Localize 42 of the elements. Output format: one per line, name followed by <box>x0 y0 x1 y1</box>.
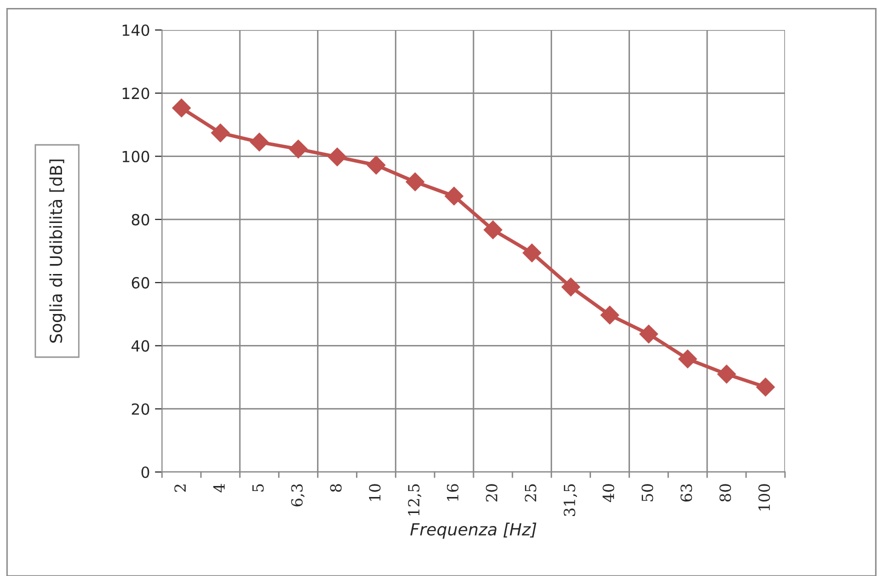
x-tick-label: 16 <box>446 484 458 501</box>
point <box>288 140 308 158</box>
point <box>211 124 230 142</box>
x-tick-label: 20 <box>486 484 498 502</box>
point <box>561 278 580 296</box>
x-tick-label: 63 <box>680 484 692 502</box>
y-tick-label: 100 <box>122 150 150 162</box>
x-tick-label: 4 <box>213 484 225 492</box>
point <box>172 98 191 118</box>
point <box>444 186 464 206</box>
y-tick-label: 20 <box>132 403 150 415</box>
x-tick-label: 40 <box>602 484 614 502</box>
x-tick-label: 6,3 <box>291 484 305 506</box>
y-tick-label: 40 <box>132 340 150 352</box>
x-tick-label: 80 <box>719 484 732 502</box>
point <box>600 306 620 324</box>
point <box>678 350 698 368</box>
point <box>366 156 386 174</box>
y-tick-label: 60 <box>132 277 150 289</box>
x-tick-label: 8 <box>330 484 342 492</box>
x-axis-title: Frequenza [Hz] <box>410 522 536 539</box>
x-tick-label: 25 <box>524 484 536 502</box>
point <box>639 324 658 344</box>
y-tick-label: 0 <box>141 466 150 478</box>
point <box>484 220 502 240</box>
point <box>328 148 347 166</box>
y-tick-label: 140 <box>122 24 150 36</box>
point <box>756 378 775 396</box>
x-tick-label: 5 <box>252 484 264 492</box>
y-tick-label: 80 <box>132 214 150 226</box>
x-tick-label: 50 <box>642 484 654 502</box>
x-tick-label: 12,5 <box>408 484 422 516</box>
x-tick-label: 31,5 <box>564 484 578 516</box>
point <box>522 244 542 262</box>
point <box>406 172 424 192</box>
x-tick-label: 2 <box>174 484 186 492</box>
y-tick-label: 120 <box>122 88 150 100</box>
point <box>250 132 269 152</box>
x-tick-label: 100 <box>758 484 770 510</box>
x-tick-label: 10 <box>369 484 381 501</box>
y-axis-title: Soglia di Udibilità [dB] <box>48 160 66 343</box>
point <box>717 364 736 384</box>
